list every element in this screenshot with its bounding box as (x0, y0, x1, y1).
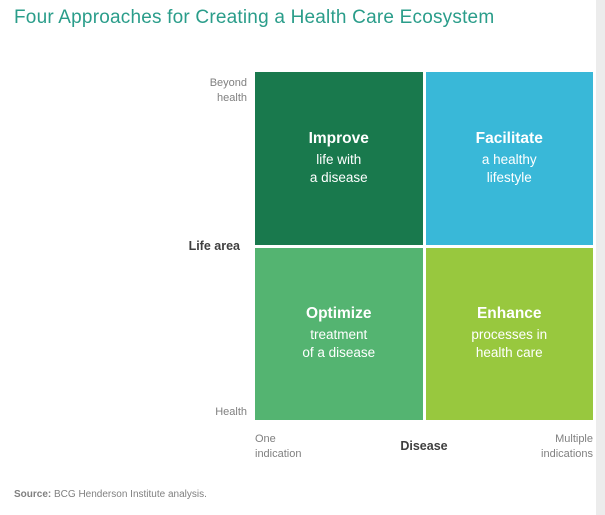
quadrant-improve-heading: Improve (308, 129, 369, 147)
y-axis-bottom-label: Health (215, 406, 247, 418)
quadrant-enhance: Enhance processes in health care (425, 247, 593, 420)
quadrant-optimize: Optimize treatment of a disease (255, 247, 423, 420)
y-axis-title: Life area (188, 239, 240, 253)
quadrant-enhance-heading: Enhance (476, 305, 542, 323)
right-gutter (596, 0, 605, 515)
page-title: Four Approaches for Creating a Health Ca… (14, 7, 495, 28)
quadrant-matrix: Improve life with a disease Facilitate a… (255, 72, 593, 420)
x-axis-right-label: Multiple indications (541, 433, 593, 460)
quadrant-optimize-heading: Optimize (306, 305, 372, 323)
y-axis-top-label: Beyond health (209, 77, 247, 104)
quadrant-improve-body: life with a disease (309, 151, 368, 185)
quadrant-facilitate-heading: Facilitate (475, 129, 543, 147)
quadrant-improve: Improve life with a disease (255, 72, 423, 245)
x-axis-left-label: One indication (255, 433, 302, 460)
x-axis-title: Disease (400, 439, 448, 453)
source-line: Source: BCG Henderson Institute analysis… (14, 489, 207, 500)
quadrant-enhance-body: processes in health care (471, 327, 548, 361)
quadrant-facilitate-body: a healthy lifestyle (481, 151, 537, 185)
quadrant-facilitate: Facilitate a healthy lifestyle (425, 72, 593, 245)
source-label: Source: (14, 489, 52, 500)
source-text: BCG Henderson Institute analysis. (51, 489, 207, 500)
quadrant-optimize-body: treatment of a disease (302, 327, 376, 361)
